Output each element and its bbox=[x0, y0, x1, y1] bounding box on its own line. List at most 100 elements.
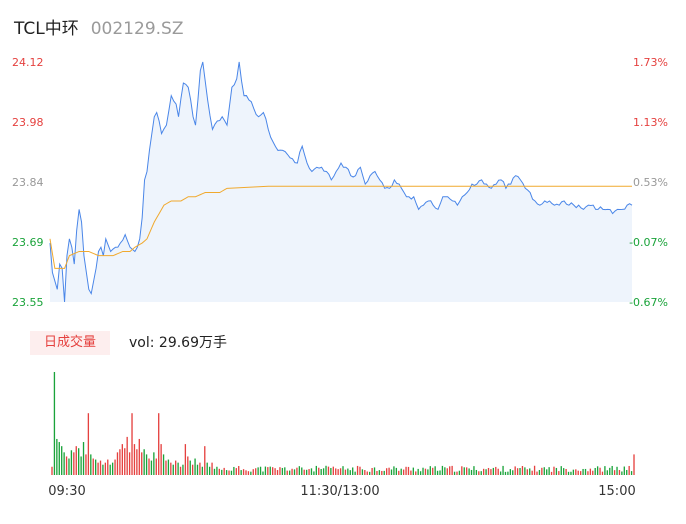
volume-bar bbox=[208, 466, 211, 475]
volume-bar bbox=[563, 468, 565, 475]
y-tick-left: 24.12 bbox=[12, 56, 44, 69]
volume-bar bbox=[187, 456, 189, 475]
volume-bar bbox=[495, 466, 497, 475]
volume-bar bbox=[82, 442, 85, 475]
volume-bar bbox=[361, 469, 364, 475]
volume-bar bbox=[310, 468, 313, 475]
volume-bar bbox=[390, 469, 393, 475]
volume-bar bbox=[410, 470, 412, 475]
volume-bar bbox=[189, 460, 191, 475]
volume-bar bbox=[453, 471, 456, 475]
volume-readout: vol: 29.69万手 bbox=[129, 335, 227, 351]
volume-bar bbox=[613, 470, 616, 475]
volume-bar bbox=[221, 469, 223, 475]
volume-bar bbox=[291, 468, 293, 475]
volume-bar bbox=[313, 471, 315, 475]
volume-bar bbox=[441, 465, 444, 475]
volume-bar bbox=[366, 471, 368, 475]
volume-bar bbox=[126, 436, 128, 475]
volume-bar bbox=[155, 458, 157, 475]
volume-bar bbox=[162, 454, 165, 475]
x-tick-label: 09:30 bbox=[48, 484, 85, 499]
volume-bar bbox=[541, 467, 543, 475]
volume-bar bbox=[332, 466, 334, 475]
volume-bar bbox=[92, 458, 94, 475]
volume-bar bbox=[616, 466, 618, 475]
volume-bar bbox=[97, 462, 99, 475]
volume-bar bbox=[70, 450, 73, 475]
volume-bar bbox=[325, 465, 327, 475]
volume-bar bbox=[567, 471, 570, 475]
volume-bar bbox=[546, 469, 548, 475]
volume-bar bbox=[206, 462, 208, 475]
volume-bar bbox=[378, 470, 381, 475]
volume-bar bbox=[245, 470, 247, 475]
volume-bar bbox=[213, 468, 216, 475]
volume-tab[interactable]: 日成交量 bbox=[30, 331, 110, 355]
volume-bar bbox=[315, 465, 317, 475]
volume-bar bbox=[480, 471, 482, 475]
volume-bar bbox=[466, 467, 468, 475]
volume-bar bbox=[385, 468, 388, 475]
volume-bar bbox=[143, 449, 145, 475]
volume-bar bbox=[56, 438, 58, 475]
volume-bar bbox=[274, 468, 276, 475]
volume-bar bbox=[514, 466, 516, 475]
volume-bar bbox=[393, 466, 395, 475]
y-tick-left: 23.69 bbox=[12, 236, 44, 249]
volume-bar bbox=[250, 471, 252, 475]
volume-bar bbox=[463, 467, 465, 475]
volume-bar bbox=[405, 466, 407, 475]
volume-bar bbox=[623, 466, 625, 475]
volume-bar bbox=[238, 466, 240, 475]
volume-bar bbox=[257, 467, 259, 475]
volume-bar bbox=[415, 471, 417, 475]
volume-bar bbox=[284, 467, 286, 475]
volume-bar bbox=[204, 446, 206, 475]
volume-bar bbox=[417, 468, 419, 475]
y-tick-left: 23.98 bbox=[12, 116, 44, 129]
volume-bar bbox=[279, 467, 281, 475]
x-tick-label: 11:30/13:00 bbox=[300, 484, 379, 499]
volume-bar bbox=[247, 471, 250, 475]
volume-bar bbox=[228, 470, 230, 475]
volume-bar bbox=[211, 462, 213, 475]
volume-bar bbox=[533, 465, 536, 475]
volume-bar bbox=[114, 459, 116, 475]
volume-bar bbox=[516, 468, 519, 475]
volume-bar bbox=[102, 464, 104, 475]
volume-bar bbox=[75, 446, 77, 475]
volume-bar bbox=[524, 467, 526, 475]
volume-bar bbox=[264, 466, 267, 475]
volume-bar bbox=[558, 471, 560, 475]
volume-bar bbox=[487, 467, 490, 475]
stock-code: 002129.SZ bbox=[90, 19, 184, 39]
volume-bar bbox=[456, 471, 458, 475]
volume-bar bbox=[388, 467, 390, 475]
y-tick-right: 0.53% bbox=[633, 176, 668, 189]
volume-bar bbox=[395, 467, 398, 475]
volume-bar bbox=[337, 469, 339, 475]
y-tick-left: 23.55 bbox=[12, 296, 44, 309]
volume-bar bbox=[223, 467, 225, 475]
volume-bar bbox=[177, 462, 179, 475]
volume-bar bbox=[303, 469, 305, 475]
price-area-fill bbox=[50, 62, 632, 302]
volume-bar bbox=[225, 470, 228, 475]
volume-bar bbox=[507, 471, 509, 475]
volume-bar bbox=[184, 444, 187, 475]
volume-bar bbox=[87, 413, 90, 475]
volume-bar bbox=[90, 454, 92, 475]
volume-bar bbox=[490, 469, 492, 475]
volume-bar bbox=[359, 466, 361, 475]
volume-bar bbox=[78, 448, 80, 475]
volume-bar bbox=[492, 467, 495, 475]
volume-bar bbox=[444, 467, 446, 475]
volume-bar bbox=[141, 452, 143, 475]
volume-bar bbox=[383, 470, 385, 475]
volume-bar bbox=[344, 469, 347, 475]
volume-bar bbox=[288, 470, 291, 475]
volume-bar bbox=[269, 466, 271, 475]
volume-bar bbox=[512, 470, 514, 475]
